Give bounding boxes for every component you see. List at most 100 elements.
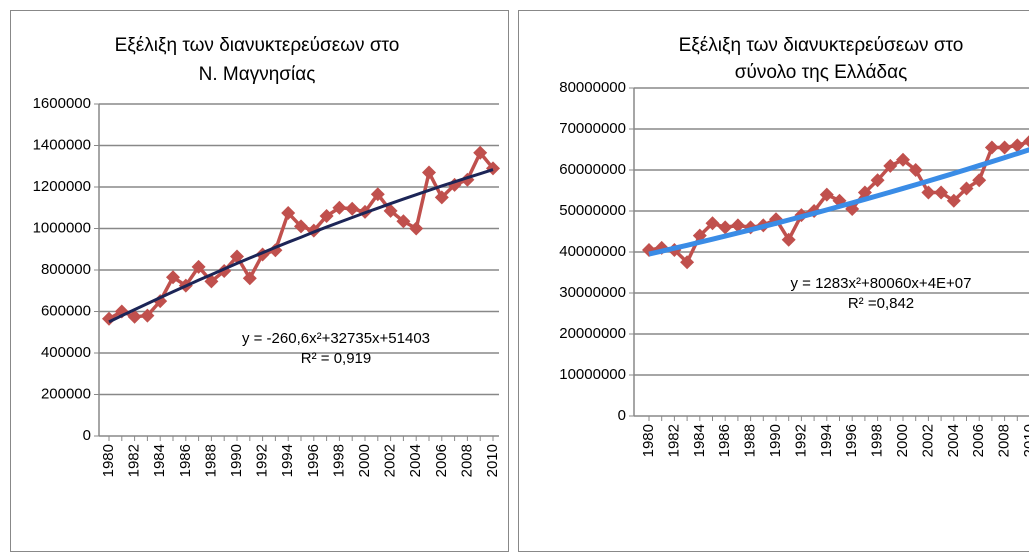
- data-point: [422, 165, 436, 180]
- x-tick-label: 1998: [330, 444, 347, 477]
- chart-panel: 0 200000 400000 600000 800000 1000000 1200000 1…: [10, 10, 509, 552]
- x-tick-label: 1982: [126, 444, 143, 477]
- x-tick-label: 2010: [484, 444, 501, 477]
- data-point: [345, 201, 360, 216]
- x-tick-label: 1984: [151, 444, 168, 477]
- data-point: [870, 173, 885, 188]
- y-tick-label: 30000000: [559, 284, 626, 301]
- data-point: [642, 242, 656, 257]
- annotation: y = 1283x²+80060x+4E+07: [791, 275, 972, 292]
- annotation: R² =0,842: [848, 295, 914, 312]
- data-point: [972, 173, 987, 188]
- x-tick-label: 2006: [970, 424, 987, 457]
- data-point: [883, 158, 898, 173]
- x-tick-label: 1992: [792, 424, 809, 457]
- x-tick-label: 1980: [640, 424, 657, 457]
- y-tick-label: 400000: [41, 344, 91, 361]
- y-tick-label: 50000000: [559, 202, 626, 219]
- x-tick-label: 1986: [716, 424, 733, 457]
- data-point: [1023, 135, 1029, 148]
- x-tick-label: 1994: [279, 444, 296, 477]
- data-point: [434, 190, 449, 205]
- data-point: [127, 309, 142, 324]
- chart-title: Ν. Μαγνησίας: [199, 64, 316, 85]
- annotation: y = -260,6x²+32735x+51403: [242, 330, 430, 347]
- data-point: [934, 185, 949, 200]
- chart-title: Εξέλιξη των διανυκτερεύσεων στο: [679, 35, 964, 56]
- data-point: [908, 163, 923, 177]
- x-tick-label: 1990: [228, 444, 245, 477]
- y-tick-label: 40000000: [559, 243, 626, 260]
- y-tick-label: 200000: [41, 385, 91, 402]
- x-tick-label: 1982: [665, 424, 682, 457]
- data-point: [896, 152, 910, 167]
- x-tick-label: 1998: [869, 424, 886, 457]
- data-point: [281, 205, 296, 220]
- data-point: [319, 209, 334, 224]
- trend-line: [108, 168, 494, 324]
- data-point: [294, 219, 308, 234]
- y-tick-label: 70000000: [559, 120, 626, 137]
- y-tick-label: 1200000: [33, 178, 91, 195]
- data-point: [781, 232, 796, 247]
- data-point: [166, 270, 180, 285]
- x-tick-label: 1984: [691, 424, 708, 457]
- x-tick-label: 1996: [843, 424, 860, 457]
- data-point: [102, 311, 116, 326]
- x-tick-label: 2006: [433, 444, 450, 477]
- x-tick-label: 2000: [894, 424, 911, 457]
- x-tick-label: 2000: [356, 444, 373, 477]
- data-point: [230, 249, 244, 264]
- data-point: [409, 221, 424, 236]
- chart-panel: 0 10000000 20000000 30000000 40000000 5000000…: [518, 10, 1029, 552]
- data-point: [242, 271, 257, 286]
- data-point: [997, 140, 1012, 155]
- y-tick-label: 800000: [41, 261, 91, 278]
- x-tick-label: 2010: [1021, 424, 1029, 457]
- y-tick-label: 600000: [41, 302, 91, 319]
- data-point: [332, 200, 347, 215]
- chart-title: Εξέλιξη των διανυκτερεύσεων στο: [115, 35, 400, 56]
- x-tick-label: 2008: [458, 444, 475, 477]
- data-point: [946, 193, 961, 208]
- y-tick-label: 0: [618, 407, 626, 424]
- y-tick-label: 1400000: [33, 136, 91, 153]
- data-point: [473, 145, 488, 160]
- data-point: [718, 220, 733, 235]
- annotation: R² = 0,919: [301, 350, 371, 367]
- data-point: [984, 140, 999, 155]
- data-point: [140, 308, 155, 323]
- x-tick-label: 2002: [919, 424, 936, 457]
- y-tick-label: 20000000: [559, 325, 626, 342]
- data-point: [959, 181, 974, 196]
- y-tick-label: 10000000: [559, 366, 626, 383]
- y-tick-label: 1000000: [33, 219, 91, 236]
- x-tick-label: 1996: [305, 444, 322, 477]
- x-tick-label: 1988: [742, 424, 759, 457]
- x-tick-label: 2008: [996, 424, 1013, 457]
- data-point: [819, 187, 834, 202]
- chart: 0 200000 400000 600000 800000 1000000 1200000 1…: [33, 35, 501, 477]
- chart: 0 10000000 20000000 30000000 40000000 5000000…: [559, 35, 1029, 457]
- y-tick-label: 80000000: [559, 79, 626, 96]
- x-tick-label: 2004: [407, 444, 424, 477]
- data-point: [1010, 138, 1025, 153]
- data-point: [383, 203, 398, 218]
- data-point: [857, 185, 872, 200]
- data-point: [705, 216, 720, 231]
- y-tick-label: 60000000: [559, 161, 626, 178]
- trend-line: [648, 147, 1029, 257]
- data-point: [370, 187, 385, 202]
- y-tick-label: 0: [83, 427, 91, 444]
- x-tick-label: 2002: [382, 444, 399, 477]
- y-tick-label: 1600000: [33, 95, 91, 112]
- data-point: [921, 185, 936, 200]
- data-point: [730, 218, 745, 233]
- data-point: [396, 214, 411, 229]
- data-point: [204, 274, 219, 289]
- x-tick-label: 2004: [945, 424, 962, 457]
- data-point: [680, 255, 695, 270]
- data-point: [191, 259, 206, 274]
- x-tick-label: 1986: [177, 444, 194, 477]
- x-tick-label: 1980: [100, 444, 117, 477]
